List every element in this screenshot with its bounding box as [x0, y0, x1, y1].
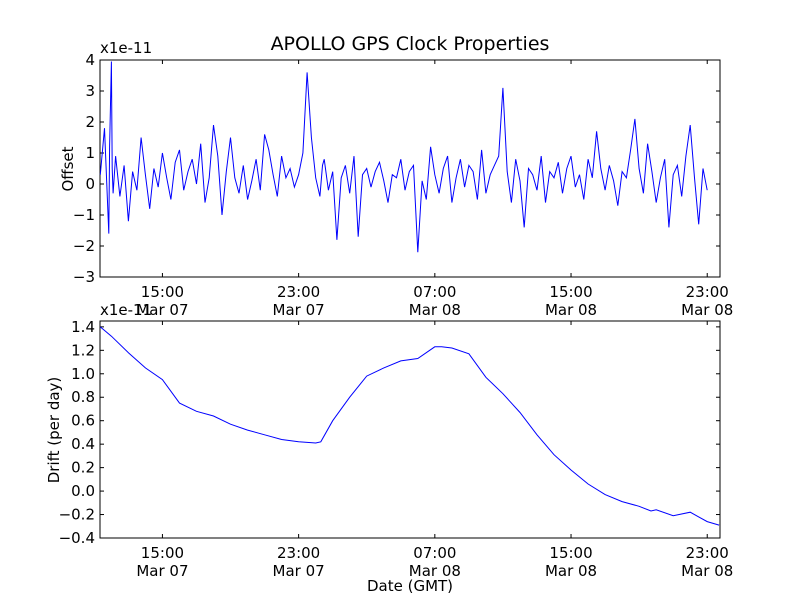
drift-xtick-time: 15:00	[141, 544, 184, 562]
offset-plot-frame	[99, 59, 721, 278]
drift-ytick-label: −0.2	[59, 506, 95, 524]
drift-xtick-date: Mar 08	[681, 562, 733, 580]
offset-scale-label: x1e-11	[100, 39, 152, 57]
drift-xtick-time: 23:00	[277, 544, 320, 562]
drift-plot-frame	[99, 320, 721, 539]
drift-panel: x1e-11 Drift (per day) −0.4 −0.2 0.0 0.2 0.4…	[45, 301, 733, 580]
offset-xtick-date: Mar 07	[273, 301, 325, 319]
drift-ytick-label: 0.2	[71, 459, 95, 477]
drift-ytick-label: 1.4	[71, 318, 95, 336]
drift-ytick-label: 1.0	[71, 365, 95, 383]
drift-ytick-label: 0.4	[71, 435, 95, 453]
drift-ytick-label: 0.0	[71, 482, 95, 500]
offset-xtick-time: 23:00	[277, 283, 320, 301]
offset-ytick-label: 4	[85, 51, 95, 69]
drift-scale-label: x1e-11	[100, 301, 152, 319]
offset-y-label: Offset	[59, 146, 77, 191]
drift-xtick-date: Mar 08	[545, 562, 597, 580]
offset-ytick-label: −3	[73, 268, 95, 286]
drift-ytick-label: −0.4	[59, 529, 95, 547]
offset-xtick-date: Mar 08	[409, 301, 461, 319]
drift-ytick-label: 0.8	[71, 388, 95, 406]
offset-xtick-time: 07:00	[413, 283, 456, 301]
offset-xtick-time: 15:00	[141, 283, 184, 301]
drift-xtick-date: Mar 08	[409, 562, 461, 580]
drift-xtick-date: Mar 07	[273, 562, 325, 580]
figure-title: APOLLO GPS Clock Properties	[271, 33, 550, 55]
offset-ytick-label: 0	[85, 175, 95, 193]
offset-ytick-label: 3	[85, 82, 95, 100]
offset-xtick-time: 15:00	[549, 283, 592, 301]
offset-ytick-label: −1	[73, 206, 95, 224]
drift-xtick-date: Mar 07	[136, 562, 188, 580]
drift-xtick-time: 15:00	[549, 544, 592, 562]
drift-ytick-label: 0.6	[71, 412, 95, 430]
offset-ytick-label: 1	[85, 144, 95, 162]
drift-y-label: Drift (per day)	[45, 377, 63, 484]
drift-ytick-label: 1.2	[71, 341, 95, 359]
drift-xtick-time: 23:00	[686, 544, 729, 562]
offset-ytick-label: 2	[85, 113, 95, 131]
offset-xtick-time: 23:00	[686, 283, 729, 301]
offset-xtick-date: Mar 07	[136, 301, 188, 319]
drift-series-line	[99, 326, 720, 526]
offset-xtick-date: Mar 08	[545, 301, 597, 319]
offset-series-line	[99, 61, 708, 253]
x-axis-label: Date (GMT)	[367, 577, 453, 595]
drift-xtick-time: 07:00	[413, 544, 456, 562]
offset-xtick-date: Mar 08	[681, 301, 733, 319]
offset-ytick-label: −2	[73, 237, 95, 255]
